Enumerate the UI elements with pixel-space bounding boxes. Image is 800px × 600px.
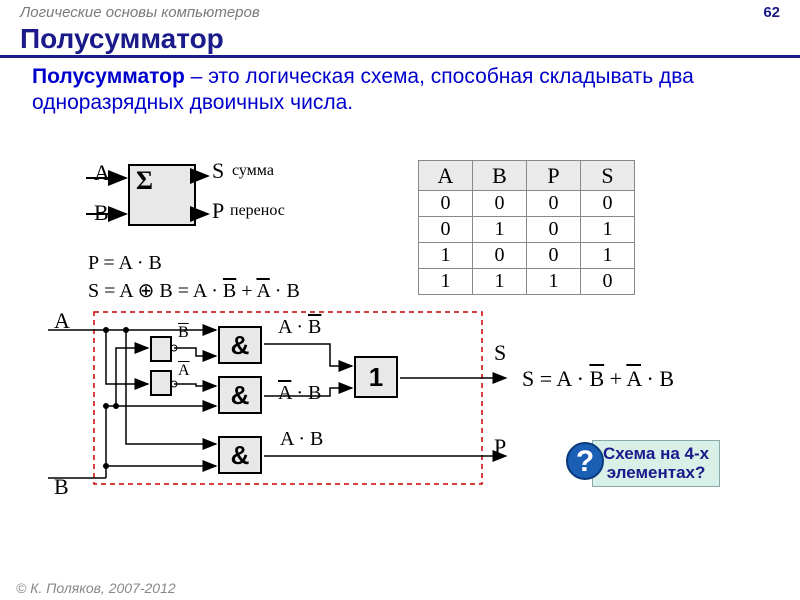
slide-title: Полусумматор (20, 23, 780, 55)
not-gate-1 (150, 336, 172, 362)
not-gate-2 (150, 370, 172, 396)
and1-out: A · B (278, 316, 321, 339)
hint-line2: элементах? (607, 463, 706, 482)
out-p: P (494, 434, 506, 460)
not1-out: B (178, 324, 189, 342)
and-gate-1: & (218, 326, 262, 364)
hint-line1: Схема на 4-х (603, 444, 709, 463)
hint-box: Схема на 4-х элементах? (592, 440, 720, 487)
and-gate-3: & (218, 436, 262, 474)
and3-out: A · B (280, 428, 323, 451)
question-icon: ? (566, 442, 604, 480)
not2-out: A (178, 362, 190, 380)
def-term: Полусумматор (32, 65, 185, 88)
slide-header: Логические основы компьютеров 62 (0, 0, 800, 23)
or-gate-1: 1 (354, 356, 398, 398)
and2-out: A · B (278, 382, 321, 405)
label-a: A (54, 308, 70, 334)
circuit-wires (0, 148, 800, 568)
out-s: S (494, 340, 506, 366)
title-bar: Полусумматор (0, 23, 800, 58)
definition: Полусумматор – это логическая схема, спо… (0, 64, 800, 117)
diagram-area: Σ A B S сумма P перенос ABPS000001011001… (0, 148, 800, 563)
header-left: Логические основы компьютеров (20, 4, 260, 21)
copyright-footer: © К. Поляков, 2007-2012 (16, 580, 176, 596)
page-number: 62 (763, 4, 780, 21)
label-b: B (54, 474, 69, 500)
and-gate-2: & (218, 376, 262, 414)
